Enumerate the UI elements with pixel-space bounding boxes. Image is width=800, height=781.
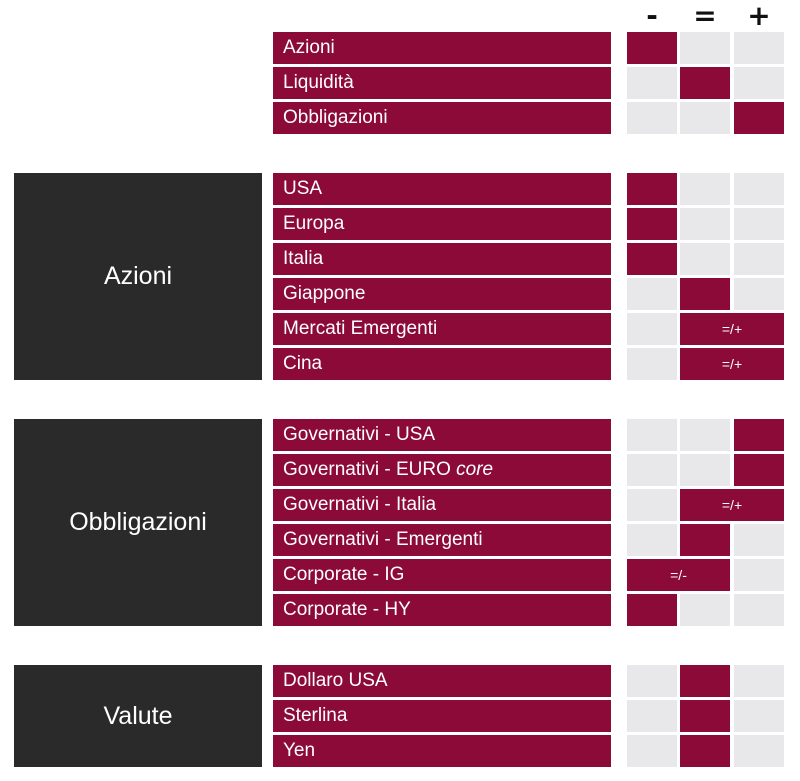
- rating-cell-empty: [734, 208, 784, 240]
- row-label-text: USA: [283, 178, 323, 199]
- rating-cell-empty: [680, 419, 730, 451]
- rating-cell-empty: [680, 243, 730, 275]
- rating-cell-empty: [627, 278, 677, 310]
- row-label-text: Cina: [283, 353, 323, 374]
- row-label: Mercati Emergenti: [273, 313, 611, 345]
- rating-cell-empty: [734, 173, 784, 205]
- row-label: Azioni: [273, 32, 611, 64]
- rating-cell-empty: [680, 208, 730, 240]
- rating-cell-active: [680, 524, 730, 556]
- row-label: Dollaro USA: [273, 665, 611, 697]
- row-label-text: Dollaro USA: [283, 670, 388, 691]
- row-label: Yen: [273, 735, 611, 767]
- group-label: Obbligazioni: [14, 419, 262, 626]
- group-label: Valute: [14, 665, 262, 767]
- row-label-text: Azioni: [283, 37, 335, 58]
- rating-cell-empty: [627, 700, 677, 732]
- rating-cell-empty: [734, 735, 784, 767]
- column-header-minus: -: [646, 0, 658, 32]
- rating-cell-empty: [680, 32, 730, 64]
- rating-cell-active: [680, 67, 730, 99]
- row-label: Cina: [273, 348, 611, 380]
- rating-cell-empty: [734, 278, 784, 310]
- rating-cell-active: [680, 735, 730, 767]
- row-label: Giappone: [273, 278, 611, 310]
- rating-cell-active: [680, 700, 730, 732]
- column-header-equal: =: [693, 0, 717, 32]
- rating-cell-active: [627, 208, 677, 240]
- rating-cell-empty: [627, 419, 677, 451]
- rating-span: =/+: [680, 348, 784, 380]
- row-label: USA: [273, 173, 611, 205]
- rating-cell-empty: [680, 102, 730, 134]
- row-label-text: Italia: [283, 248, 324, 269]
- rating-cell-empty: [734, 524, 784, 556]
- row-label: Obbligazioni: [273, 102, 611, 134]
- row-label: Corporate - HY: [273, 594, 611, 626]
- row-label-text: Yen: [283, 740, 316, 761]
- rating-cell-active: [734, 102, 784, 134]
- group-label: Azioni: [14, 173, 262, 380]
- row-label: Italia: [273, 243, 611, 275]
- rating-cell-active: [627, 594, 677, 626]
- rating-cell-empty: [734, 559, 784, 591]
- rating-cell-empty: [627, 489, 677, 521]
- row-label-italic: core: [456, 459, 494, 480]
- rating-cell-active: [627, 243, 677, 275]
- column-header-plus: +: [747, 0, 771, 32]
- rating-cell-empty: [734, 243, 784, 275]
- rating-cell-empty: [627, 454, 677, 486]
- rating-cell-empty: [627, 102, 677, 134]
- row-label: Governativi - Italia: [273, 489, 611, 521]
- row-label: Europa: [273, 208, 611, 240]
- row-label-text: Giappone: [283, 283, 366, 304]
- rating-cell-empty: [627, 348, 677, 380]
- row-label-text: Liquidità: [283, 72, 354, 93]
- row-label-text: Europa: [283, 213, 345, 234]
- rating-cell-empty: [734, 700, 784, 732]
- row-label-text: Corporate - IG: [283, 564, 405, 585]
- row-label-text: Governativi - USA: [283, 424, 436, 445]
- row-label: Governativi - USA: [273, 419, 611, 451]
- row-label-text: Governativi - EURO: [283, 459, 451, 480]
- rating-cell-active: [627, 173, 677, 205]
- rating-cell-empty: [627, 735, 677, 767]
- row-label: Liquidità: [273, 67, 611, 99]
- row-label-text: Sterlina: [283, 705, 348, 726]
- rating-cell-empty: [680, 594, 730, 626]
- row-label: Governativi - EURO core: [273, 454, 611, 486]
- row-label-text: Mercati Emergenti: [283, 318, 438, 339]
- rating-cell-empty: [627, 313, 677, 345]
- rating-cell-empty: [680, 454, 730, 486]
- row-label: Corporate - IG: [273, 559, 611, 591]
- rating-cell-empty: [627, 524, 677, 556]
- row-label: Sterlina: [273, 700, 611, 732]
- rating-cell-empty: [734, 594, 784, 626]
- rating-span: =/-: [627, 559, 730, 591]
- rating-cell-active: [734, 454, 784, 486]
- row-label-text: Corporate - HY: [283, 599, 411, 620]
- rating-cell-active: [627, 32, 677, 64]
- rating-cell-empty: [627, 67, 677, 99]
- rating-cell-empty: [734, 665, 784, 697]
- rating-cell-active: [680, 665, 730, 697]
- rating-cell-empty: [734, 32, 784, 64]
- row-label-text: Obbligazioni: [283, 107, 388, 128]
- rating-cell-active: [680, 278, 730, 310]
- rating-cell-empty: [680, 173, 730, 205]
- rating-span: =/+: [680, 489, 784, 521]
- rating-cell-empty: [627, 665, 677, 697]
- rating-span: =/+: [680, 313, 784, 345]
- rating-cell-empty: [734, 67, 784, 99]
- row-label-text: Governativi - Emergenti: [283, 529, 483, 550]
- row-label-text: Governativi - Italia: [283, 494, 437, 515]
- rating-cell-active: [734, 419, 784, 451]
- row-label: Governativi - Emergenti: [273, 524, 611, 556]
